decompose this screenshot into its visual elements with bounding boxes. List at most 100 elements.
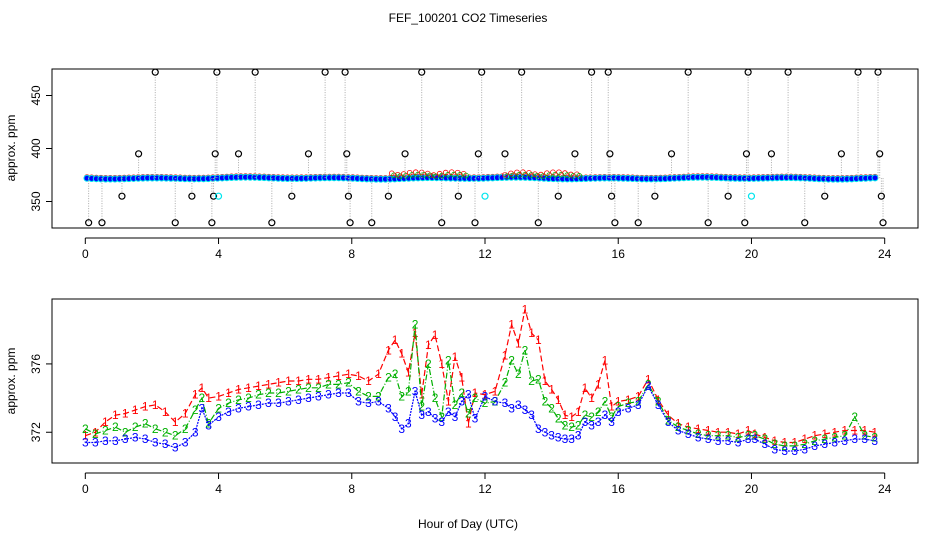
series-1-point: 1 <box>508 318 515 332</box>
series-3-point: 3 <box>582 415 589 429</box>
series-3-point: 3 <box>355 395 362 409</box>
series-1-point: 1 <box>528 326 535 340</box>
series-3-point: 3 <box>445 405 452 419</box>
series-1-point: 1 <box>355 369 362 383</box>
y-tick-label: 400 <box>29 138 43 158</box>
series-2-point: 2 <box>92 427 99 441</box>
series-3-point: 3 <box>745 432 752 446</box>
series-3-point: 3 <box>831 436 838 450</box>
series-2-point: 2 <box>162 425 169 439</box>
spike-point <box>234 150 243 158</box>
series-3-point: 3 <box>235 401 242 415</box>
spike-point <box>501 150 509 158</box>
series-2-point: 2 <box>472 391 479 405</box>
series-1-point: 1 <box>92 425 99 439</box>
series-1-point: 1 <box>725 425 732 439</box>
series-3-point: 3 <box>375 395 382 409</box>
series-2-point: 2 <box>602 395 609 409</box>
series-2-point: 2 <box>458 386 465 400</box>
series-3-point: 3 <box>502 396 509 410</box>
spike-point <box>474 150 482 158</box>
series-2-point: 2 <box>452 398 459 412</box>
series-3-point: 3 <box>325 388 332 402</box>
series-2-point: 2 <box>821 432 828 446</box>
x-tick-label: 4 <box>215 482 222 496</box>
series-1-point: 1 <box>602 354 609 368</box>
series-2-point: 2 <box>685 424 692 438</box>
series-1-point: 1 <box>152 398 159 412</box>
spike-point <box>438 219 446 227</box>
series-3-point: 3 <box>562 432 569 446</box>
series-1-point: 1 <box>568 410 575 424</box>
series-1-point: 1 <box>438 357 445 371</box>
series-1-point: 1 <box>418 388 425 402</box>
spike-point <box>571 150 579 158</box>
series-2-point: 2 <box>255 388 262 402</box>
series-1-point: 1 <box>122 406 129 420</box>
series-3-point: 3 <box>122 432 129 446</box>
series-2-point: 2 <box>335 377 342 391</box>
spike-point <box>606 150 614 158</box>
series-1-point: 1 <box>245 381 252 395</box>
series-1-point: 1 <box>655 393 662 407</box>
series-3-point: 3 <box>182 436 189 450</box>
series-3-point: 3 <box>535 422 542 436</box>
series-1-point: 1 <box>392 333 399 347</box>
series-2-point: 2 <box>515 367 522 381</box>
series-3-point: 3 <box>751 432 758 446</box>
series-2-point: 2 <box>508 354 515 368</box>
bump-point-green <box>433 173 439 180</box>
spike-point <box>454 192 462 200</box>
series-1-point: 1 <box>502 348 509 362</box>
series-3-point: 3 <box>515 398 522 412</box>
spike-point <box>604 68 612 76</box>
series-2-point: 2 <box>438 410 445 424</box>
series-3-point: 3 <box>801 442 808 456</box>
series-3-point: 3 <box>172 441 179 455</box>
series-3-point: 3 <box>725 434 732 448</box>
series-2-point: 2 <box>801 437 808 451</box>
series-3-point: 3 <box>152 436 159 450</box>
spike-point <box>879 219 887 227</box>
series-2-point: 2 <box>548 401 555 415</box>
series-2-point: 2 <box>582 408 589 422</box>
spike-point <box>118 192 126 200</box>
series-2-point: 2 <box>625 396 632 410</box>
series-3-point: 3 <box>132 430 139 444</box>
series-1-point: 1 <box>831 425 838 439</box>
spike-point <box>98 219 106 227</box>
series-1-point: 1 <box>335 369 342 383</box>
series-1-point: 1 <box>192 388 199 402</box>
series-2-point: 2 <box>205 417 212 431</box>
spike-point <box>667 150 676 158</box>
series-1-point: 1 <box>412 326 419 340</box>
x-tick-label: 12 <box>478 247 492 261</box>
bump-point-green <box>463 172 469 179</box>
bump-point-green <box>409 172 415 178</box>
bump-point-green <box>570 173 577 179</box>
series-3-point: 3 <box>608 415 615 429</box>
spike-point <box>85 219 93 227</box>
cyan-point <box>747 192 756 200</box>
spike-point <box>343 150 351 158</box>
series-1-point: 1 <box>751 427 758 441</box>
series-2-point: 2 <box>132 420 139 434</box>
series-2-point: 2 <box>405 384 412 398</box>
spike-point <box>268 219 276 227</box>
series-2-point: 2 <box>781 439 788 453</box>
series-2-point: 2 <box>811 434 818 448</box>
series-2-point: 2 <box>568 420 575 434</box>
series-1-point: 1 <box>345 367 352 381</box>
spike-point <box>304 150 313 158</box>
series-2-point: 2 <box>715 429 722 443</box>
series-3-point: 3 <box>492 395 499 409</box>
series-2-point: 2 <box>152 422 159 436</box>
series-1-point: 1 <box>851 424 858 438</box>
series-1-point: 1 <box>432 328 439 342</box>
series-3-point: 3 <box>771 442 778 456</box>
series-3-point: 3 <box>192 425 199 439</box>
series-3-point: 3 <box>385 401 392 415</box>
series-3-point: 3 <box>555 430 562 444</box>
